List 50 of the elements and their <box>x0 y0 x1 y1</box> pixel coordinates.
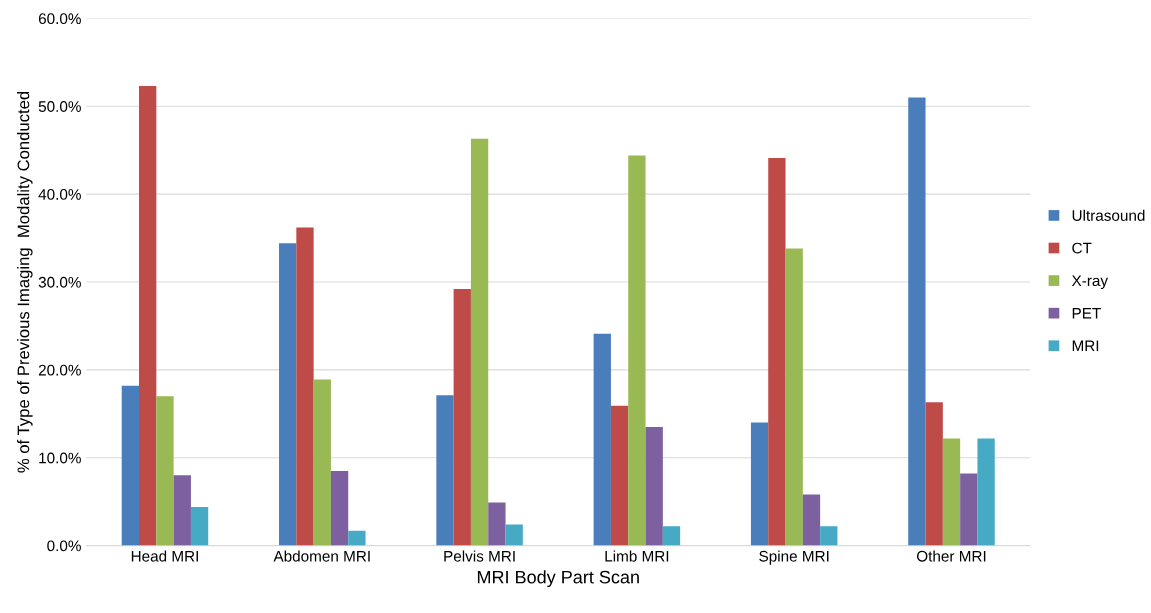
bar <box>925 402 943 546</box>
x-tick-label: Pelvis MRI <box>444 550 515 562</box>
legend-label: Ultrasound <box>1072 209 1145 221</box>
x-tick-label: Other MRI <box>916 550 986 562</box>
legend-label: X-ray <box>1071 275 1108 290</box>
bar <box>488 502 506 546</box>
bar <box>960 473 978 546</box>
x-tick-label: Head MRI <box>131 550 198 562</box>
legend-label: MRI <box>1072 340 1099 352</box>
y-axis-title: % of Type of Previous Imaging Modality Conducted <box>17 91 33 473</box>
bar <box>977 438 995 546</box>
legend-label: CT <box>1072 242 1092 254</box>
bar <box>279 243 297 546</box>
bar <box>942 438 961 546</box>
bar <box>908 97 926 546</box>
y-tick-label: 60.0% <box>38 13 81 25</box>
bar <box>750 422 769 546</box>
bar <box>593 333 611 546</box>
bar <box>436 395 454 546</box>
bar <box>313 379 331 546</box>
x-tick-label: Limb MRI <box>605 550 669 562</box>
y-tick-label: 10.0% <box>39 452 81 464</box>
x-tick-label: Spine MRI <box>759 550 829 565</box>
y-tick-label: 40.0% <box>38 188 81 200</box>
bar <box>121 385 140 546</box>
bar <box>610 405 629 546</box>
bar <box>156 396 174 546</box>
bar <box>348 530 366 546</box>
y-tick-label: 0.0% <box>47 540 81 552</box>
bar <box>820 526 838 546</box>
x-tick-label: Abdomen MRI <box>273 550 370 562</box>
y-tick-label: 30.0% <box>38 276 81 288</box>
y-tick-label: 20.0% <box>38 364 81 376</box>
y-tick-label: 50.0% <box>38 101 81 112</box>
bar <box>628 155 646 546</box>
bar <box>785 248 803 546</box>
bar <box>173 475 191 546</box>
bar <box>470 138 489 546</box>
bar <box>802 494 821 546</box>
bar <box>768 158 786 546</box>
bar <box>645 426 663 546</box>
legend-label: PET <box>1072 308 1101 319</box>
bar <box>662 526 681 546</box>
bar <box>139 86 157 546</box>
bar <box>453 289 471 546</box>
bar <box>505 524 523 546</box>
x-axis-title: MRI Body Part Scan <box>477 570 639 588</box>
bar <box>190 506 209 546</box>
bar <box>330 470 349 546</box>
bar <box>296 227 314 546</box>
